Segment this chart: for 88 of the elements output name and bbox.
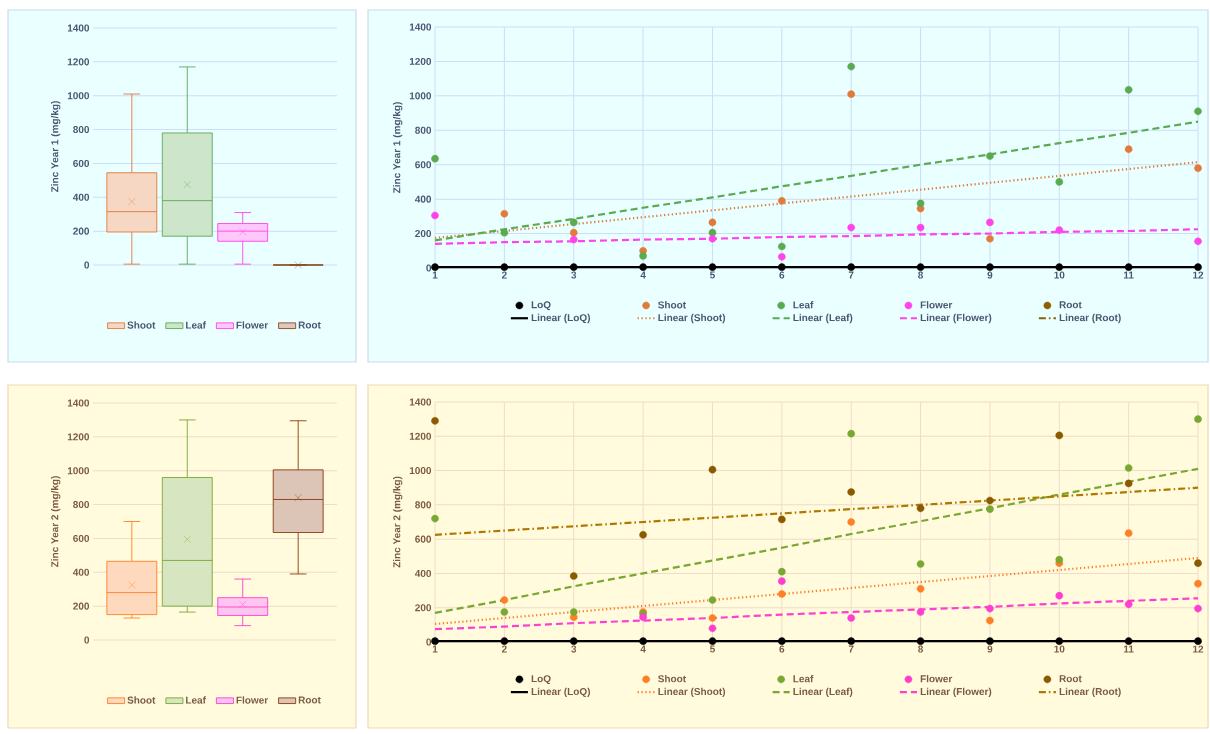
- y-tick-label: 1000: [67, 467, 90, 475]
- legend-label: Leaf: [186, 321, 206, 329]
- x-tick-label: 6: [779, 271, 785, 279]
- y-tick-label: 600: [415, 161, 432, 169]
- y-tick-label: 1400: [67, 24, 90, 32]
- x-tick-label: 11: [1123, 645, 1134, 653]
- legend-label: Linear (Root): [1059, 313, 1121, 324]
- legend-label: Linear (Flower): [920, 313, 992, 324]
- legend-label: Shoot: [127, 321, 156, 329]
- x-tick-label: 2: [501, 645, 507, 653]
- x-tick-label: 4: [640, 645, 646, 653]
- y-tick-label: 200: [73, 602, 90, 610]
- y-tick-label: 1200: [67, 58, 90, 66]
- y-tick-label: 0: [426, 638, 432, 646]
- x-tick-label: 1: [432, 271, 438, 279]
- legend-label: Leaf: [793, 301, 814, 309]
- legend-label: Linear (Leaf): [793, 313, 853, 324]
- legend-label: Linear (Shoot): [658, 687, 726, 698]
- x-tick-label: 3: [571, 645, 577, 653]
- x-tick-label: 11: [1123, 271, 1134, 279]
- legend-label: LoQ: [531, 675, 551, 685]
- legend-label: Linear (Shoot): [658, 313, 726, 324]
- y-tick-label: 1400: [67, 399, 90, 407]
- legend-label: Linear (Root): [1059, 687, 1121, 698]
- y-axis-title: Zinc Year 1 (mg/kg): [50, 101, 61, 193]
- y-tick-label: 400: [72, 193, 90, 201]
- y-tick-label: 0: [426, 264, 432, 272]
- y-tick-label: 1400: [409, 23, 432, 31]
- y-tick-label: 1400: [409, 398, 432, 406]
- x-tick-label: 12: [1193, 271, 1204, 279]
- x-tick-label: 8: [918, 645, 924, 653]
- x-tick-label: 9: [987, 271, 993, 279]
- x-tick-label: 10: [1054, 645, 1065, 653]
- x-tick-label: 7: [848, 645, 854, 653]
- y-tick-label: 200: [415, 604, 432, 612]
- y-tick-label: 1200: [409, 432, 432, 440]
- x-tick-label: 8: [918, 271, 924, 279]
- y-tick-label: 600: [73, 159, 90, 167]
- legend-label: Leaf: [186, 696, 206, 704]
- y-tick-label: 1000: [409, 467, 432, 475]
- y-tick-label: 1200: [67, 433, 90, 441]
- x-tick-label: 1: [432, 645, 438, 653]
- y-tick-label: 800: [73, 501, 90, 509]
- y-tick-label: 600: [415, 535, 432, 543]
- legend-label: Linear (Flower): [920, 687, 992, 698]
- y-tick-label: 1000: [67, 92, 90, 100]
- x-tick-label: 6: [779, 645, 785, 653]
- x-tick-label: 7: [848, 271, 854, 279]
- legend-label: Root: [298, 696, 321, 704]
- x-tick-label: 4: [640, 271, 646, 279]
- legend-label: Flower: [236, 321, 269, 329]
- y-axis-title: Zinc Year 2 (mg/kg): [393, 476, 403, 568]
- x-tick-label: 10: [1054, 271, 1065, 279]
- y-axis-title: Zinc Year 2 (mg/kg): [50, 476, 61, 568]
- legend-label: Root: [1059, 675, 1082, 683]
- legend-label: Linear (LoQ): [531, 313, 590, 324]
- x-tick-label: 2: [501, 271, 507, 279]
- y-tick-label: 1200: [409, 57, 432, 65]
- legend-label: Flower: [920, 301, 953, 309]
- y-tick-label: 1000: [409, 92, 432, 100]
- x-tick-label: 5: [710, 645, 715, 653]
- legend-label: Root: [298, 321, 321, 329]
- y-tick-label: 200: [73, 227, 90, 235]
- y-tick-label: 800: [415, 126, 432, 134]
- legend-label: Shoot: [658, 301, 686, 309]
- y-axis-title: Zinc Year 1 (mg/kg): [392, 102, 403, 194]
- x-tick-label: 3: [571, 271, 577, 279]
- y-tick-label: 0: [84, 636, 90, 644]
- x-tick-label: 5: [710, 271, 715, 279]
- y-tick-label: 800: [73, 126, 90, 134]
- legend-label: Linear (Leaf): [793, 687, 853, 698]
- legend-label: Linear (LoQ): [531, 687, 590, 698]
- legend-label: Shoot: [127, 696, 156, 704]
- legend-label: Flower: [920, 675, 953, 683]
- y-tick-label: 600: [73, 534, 90, 542]
- y-tick-label: 200: [415, 230, 432, 238]
- y-tick-label: 0: [84, 261, 90, 269]
- y-tick-label: 400: [414, 195, 432, 203]
- y-tick-label: 400: [72, 568, 90, 576]
- legend-label: Flower: [236, 696, 269, 704]
- legend-label: Root: [1059, 301, 1082, 309]
- y-tick-label: 400: [414, 569, 432, 577]
- y-tick-label: 800: [415, 501, 432, 509]
- legend-label: Shoot: [658, 675, 686, 683]
- legend-label: Leaf: [793, 675, 814, 683]
- x-tick-label: 9: [987, 645, 993, 653]
- x-tick-label: 12: [1193, 645, 1204, 653]
- legend-label: LoQ: [531, 301, 551, 311]
